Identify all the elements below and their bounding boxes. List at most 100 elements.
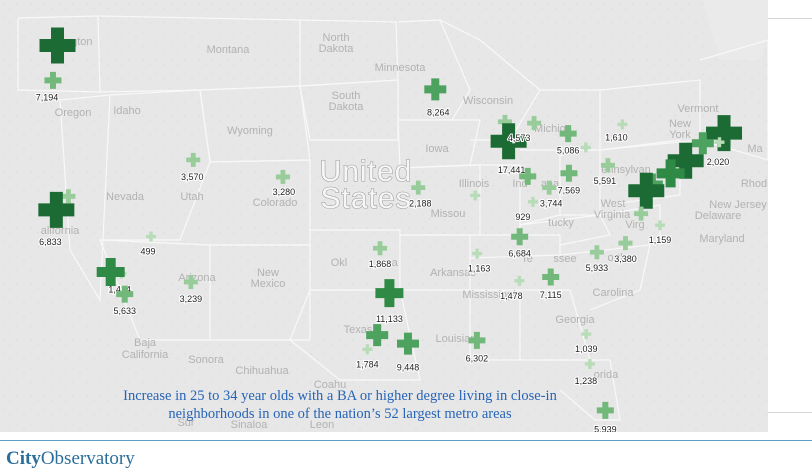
metro-marker-milwaukee[interactable] <box>497 114 512 129</box>
metro-marker-los-angeles[interactable] <box>96 257 125 286</box>
plus-marker-icon[interactable] <box>691 132 714 155</box>
plus-marker-icon[interactable] <box>706 115 743 152</box>
plus-marker-icon[interactable] <box>490 123 527 160</box>
us-map[interactable]: ngtonMontanaNorthDakotaMinnesotaWisconsi… <box>0 0 768 432</box>
metro-marker-richmond[interactable] <box>634 206 649 221</box>
metro-marker-san-diego[interactable]: 5,633 <box>112 285 137 317</box>
metro-marker-cincinnati[interactable]: 3,744 <box>539 180 563 210</box>
metro-marker-cleveland[interactable] <box>580 142 591 153</box>
metro-marker-kansas-city[interactable]: 2,188 <box>408 180 433 210</box>
metro-marker-phoenix[interactable]: 3,239 <box>179 274 203 305</box>
metro-marker-philadelphia[interactable] <box>656 159 685 188</box>
metro-marker-dallas[interactable]: 11,133 <box>375 279 404 325</box>
metro-marker-detroit[interactable]: 5,086 <box>556 125 580 157</box>
metro-marker-miami[interactable]: 5,939 <box>593 401 618 432</box>
metro-marker-providence[interactable] <box>714 137 725 148</box>
metro-marker-columbus[interactable]: 7,569 <box>557 164 581 196</box>
plus-marker-icon[interactable] <box>560 164 578 182</box>
metro-marker-san-antonio[interactable]: 1,784 <box>355 344 380 370</box>
plus-marker-icon[interactable] <box>600 158 615 173</box>
metro-marker-oklahoma-city[interactable]: 1,868 <box>368 241 392 270</box>
metro-marker-st-louis[interactable] <box>470 190 481 201</box>
plus-marker-icon[interactable] <box>584 358 595 369</box>
plus-marker-icon[interactable] <box>38 191 75 228</box>
metro-marker-san-francisco[interactable]: 6,833 <box>38 191 75 248</box>
plus-marker-icon[interactable] <box>580 142 591 153</box>
metro-marker-raleigh[interactable]: 3,380 <box>613 236 638 265</box>
plus-marker-icon[interactable] <box>542 180 557 195</box>
metro-marker-orlando[interactable]: 1,238 <box>574 358 598 387</box>
metro-marker-buffalo[interactable]: 1,610 <box>604 119 629 143</box>
metro-marker-minneapolis[interactable]: 8,264 <box>424 78 451 118</box>
metro-marker-austin[interactable] <box>366 324 389 347</box>
plus-marker-icon[interactable] <box>375 279 404 308</box>
plus-marker-icon[interactable] <box>411 180 426 195</box>
metro-marker-sacramento[interactable] <box>61 189 76 204</box>
metro-marker-pittsburgh[interactable]: 5,591 <box>593 158 617 187</box>
metro-marker-new-york[interactable] <box>667 142 704 179</box>
plus-marker-icon[interactable] <box>628 172 665 209</box>
metro-marker-atlanta[interactable]: 7,115 <box>539 268 563 301</box>
metro-marker-louisville[interactable]: 929 <box>514 196 538 223</box>
metro-marker-charlotte[interactable]: 5,933 <box>585 245 609 274</box>
plus-marker-icon[interactable] <box>581 329 592 340</box>
plus-marker-icon[interactable] <box>634 206 649 221</box>
plus-marker-icon[interactable] <box>470 190 481 201</box>
region-label: Rhod <box>741 178 767 190</box>
map-panel[interactable]: ngton Montana North Dakota Minnesota Wisconsi… <box>0 0 768 432</box>
metro-marker-jacksonville[interactable]: 1,039 <box>574 329 598 355</box>
metro-marker-grand-rapids[interactable]: 4,573 <box>507 116 542 144</box>
metro-marker-hartford[interactable] <box>691 132 714 155</box>
metro-marker-chicago[interactable]: 17,441 <box>490 123 527 176</box>
plus-marker-icon[interactable] <box>96 257 125 286</box>
metro-marker-birmingham[interactable]: 1,478 <box>499 275 525 302</box>
metro-marker-las-vegas[interactable]: 499 <box>139 231 156 258</box>
metro-marker-virginia-beach[interactable]: 1,159 <box>648 220 672 246</box>
plus-marker-icon[interactable] <box>559 125 577 143</box>
plus-marker-icon[interactable] <box>497 114 512 129</box>
metro-marker-boston[interactable]: 2,020 <box>706 115 743 168</box>
metro-marker-nashville[interactable]: 6,684 <box>507 228 532 260</box>
plus-marker-icon[interactable] <box>44 71 62 89</box>
marker-value-label: 3,744 <box>540 199 563 209</box>
plus-marker-icon[interactable] <box>39 27 76 64</box>
plus-marker-icon[interactable] <box>527 116 542 131</box>
plus-marker-icon[interactable] <box>542 268 560 286</box>
plus-marker-icon[interactable] <box>61 189 76 204</box>
plus-marker-icon[interactable] <box>714 137 725 148</box>
plus-marker-icon[interactable] <box>396 332 419 355</box>
plus-marker-icon[interactable] <box>186 152 201 167</box>
metro-marker-denver[interactable]: 3,280 <box>272 169 296 198</box>
plus-marker-icon[interactable] <box>468 331 486 349</box>
plus-marker-icon[interactable] <box>656 159 685 188</box>
plus-marker-icon[interactable] <box>362 344 373 355</box>
metro-marker-houston[interactable]: 9,448 <box>396 332 420 374</box>
metro-marker-salt-lake-city[interactable]: 3,570 <box>180 152 204 183</box>
plus-marker-icon[interactable] <box>527 196 538 207</box>
marker-value-label: 1,784 <box>356 359 379 369</box>
plus-marker-icon[interactable] <box>667 142 704 179</box>
plus-marker-icon[interactable] <box>472 248 483 259</box>
plus-marker-icon[interactable] <box>145 231 156 242</box>
metro-marker-portland[interactable]: 7,194 <box>35 71 62 103</box>
plus-marker-icon[interactable] <box>275 169 290 184</box>
plus-marker-icon[interactable] <box>589 245 604 260</box>
plus-marker-icon[interactable] <box>618 236 633 251</box>
plus-marker-icon[interactable] <box>617 119 628 130</box>
metro-marker-washington[interactable] <box>628 172 665 209</box>
metro-marker-memphis[interactable]: 1,163 <box>467 248 491 275</box>
metro-marker-new-orleans[interactable]: 6,302 <box>465 331 489 364</box>
plus-marker-icon[interactable] <box>424 78 447 101</box>
plus-marker-icon[interactable] <box>596 401 614 419</box>
plus-marker-icon[interactable] <box>511 228 529 246</box>
plus-marker-icon[interactable] <box>514 275 525 286</box>
plus-marker-icon[interactable] <box>366 324 389 347</box>
metro-marker-indianapolis[interactable] <box>519 167 537 185</box>
plus-marker-icon[interactable] <box>655 220 666 231</box>
plus-marker-icon[interactable] <box>373 241 388 256</box>
region-label: Georgia <box>555 314 595 326</box>
plus-marker-icon[interactable] <box>183 274 198 289</box>
plus-marker-icon[interactable] <box>116 285 134 303</box>
metro-marker-seattle[interactable] <box>39 27 76 64</box>
plus-marker-icon[interactable] <box>519 167 537 185</box>
